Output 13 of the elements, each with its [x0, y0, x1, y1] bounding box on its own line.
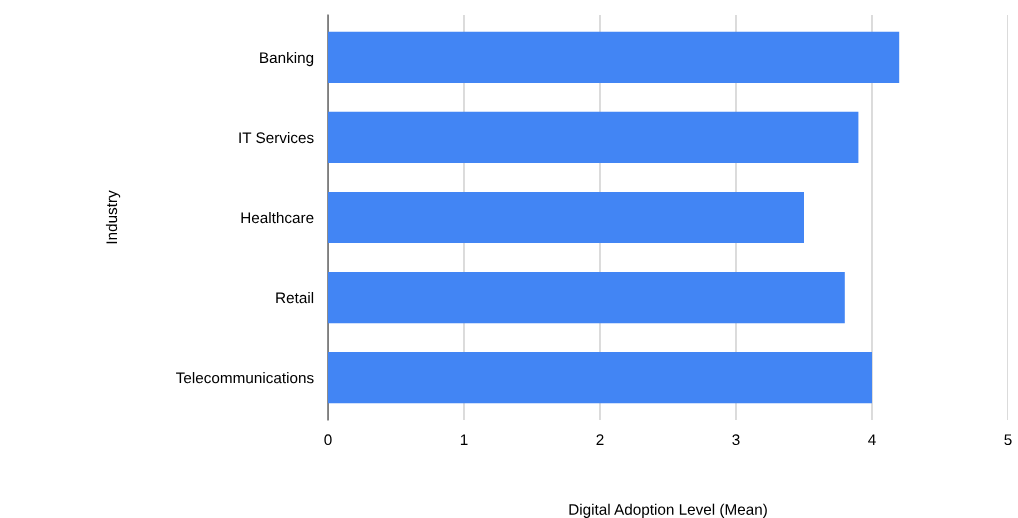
y-axis-title: Industry: [105, 190, 121, 244]
x-tick-label: 1: [460, 434, 468, 445]
y-tick-label: Healthcare: [241, 211, 314, 224]
y-tick-label: IT Services: [239, 131, 314, 144]
x-tick-label: 2: [596, 434, 604, 445]
y-tick-label: Telecommunications: [176, 372, 314, 384]
x-tick-label: 4: [868, 434, 876, 445]
x-tick-label: 5: [1004, 434, 1012, 446]
x-tick-label: 3: [732, 434, 740, 446]
y-tick-label: Retail: [276, 292, 314, 304]
x-axis-title: Digital Adoption Level (Mean): [569, 503, 767, 518]
y-tick-label: Banking: [260, 51, 314, 67]
x-tick-label: 0: [324, 434, 332, 446]
